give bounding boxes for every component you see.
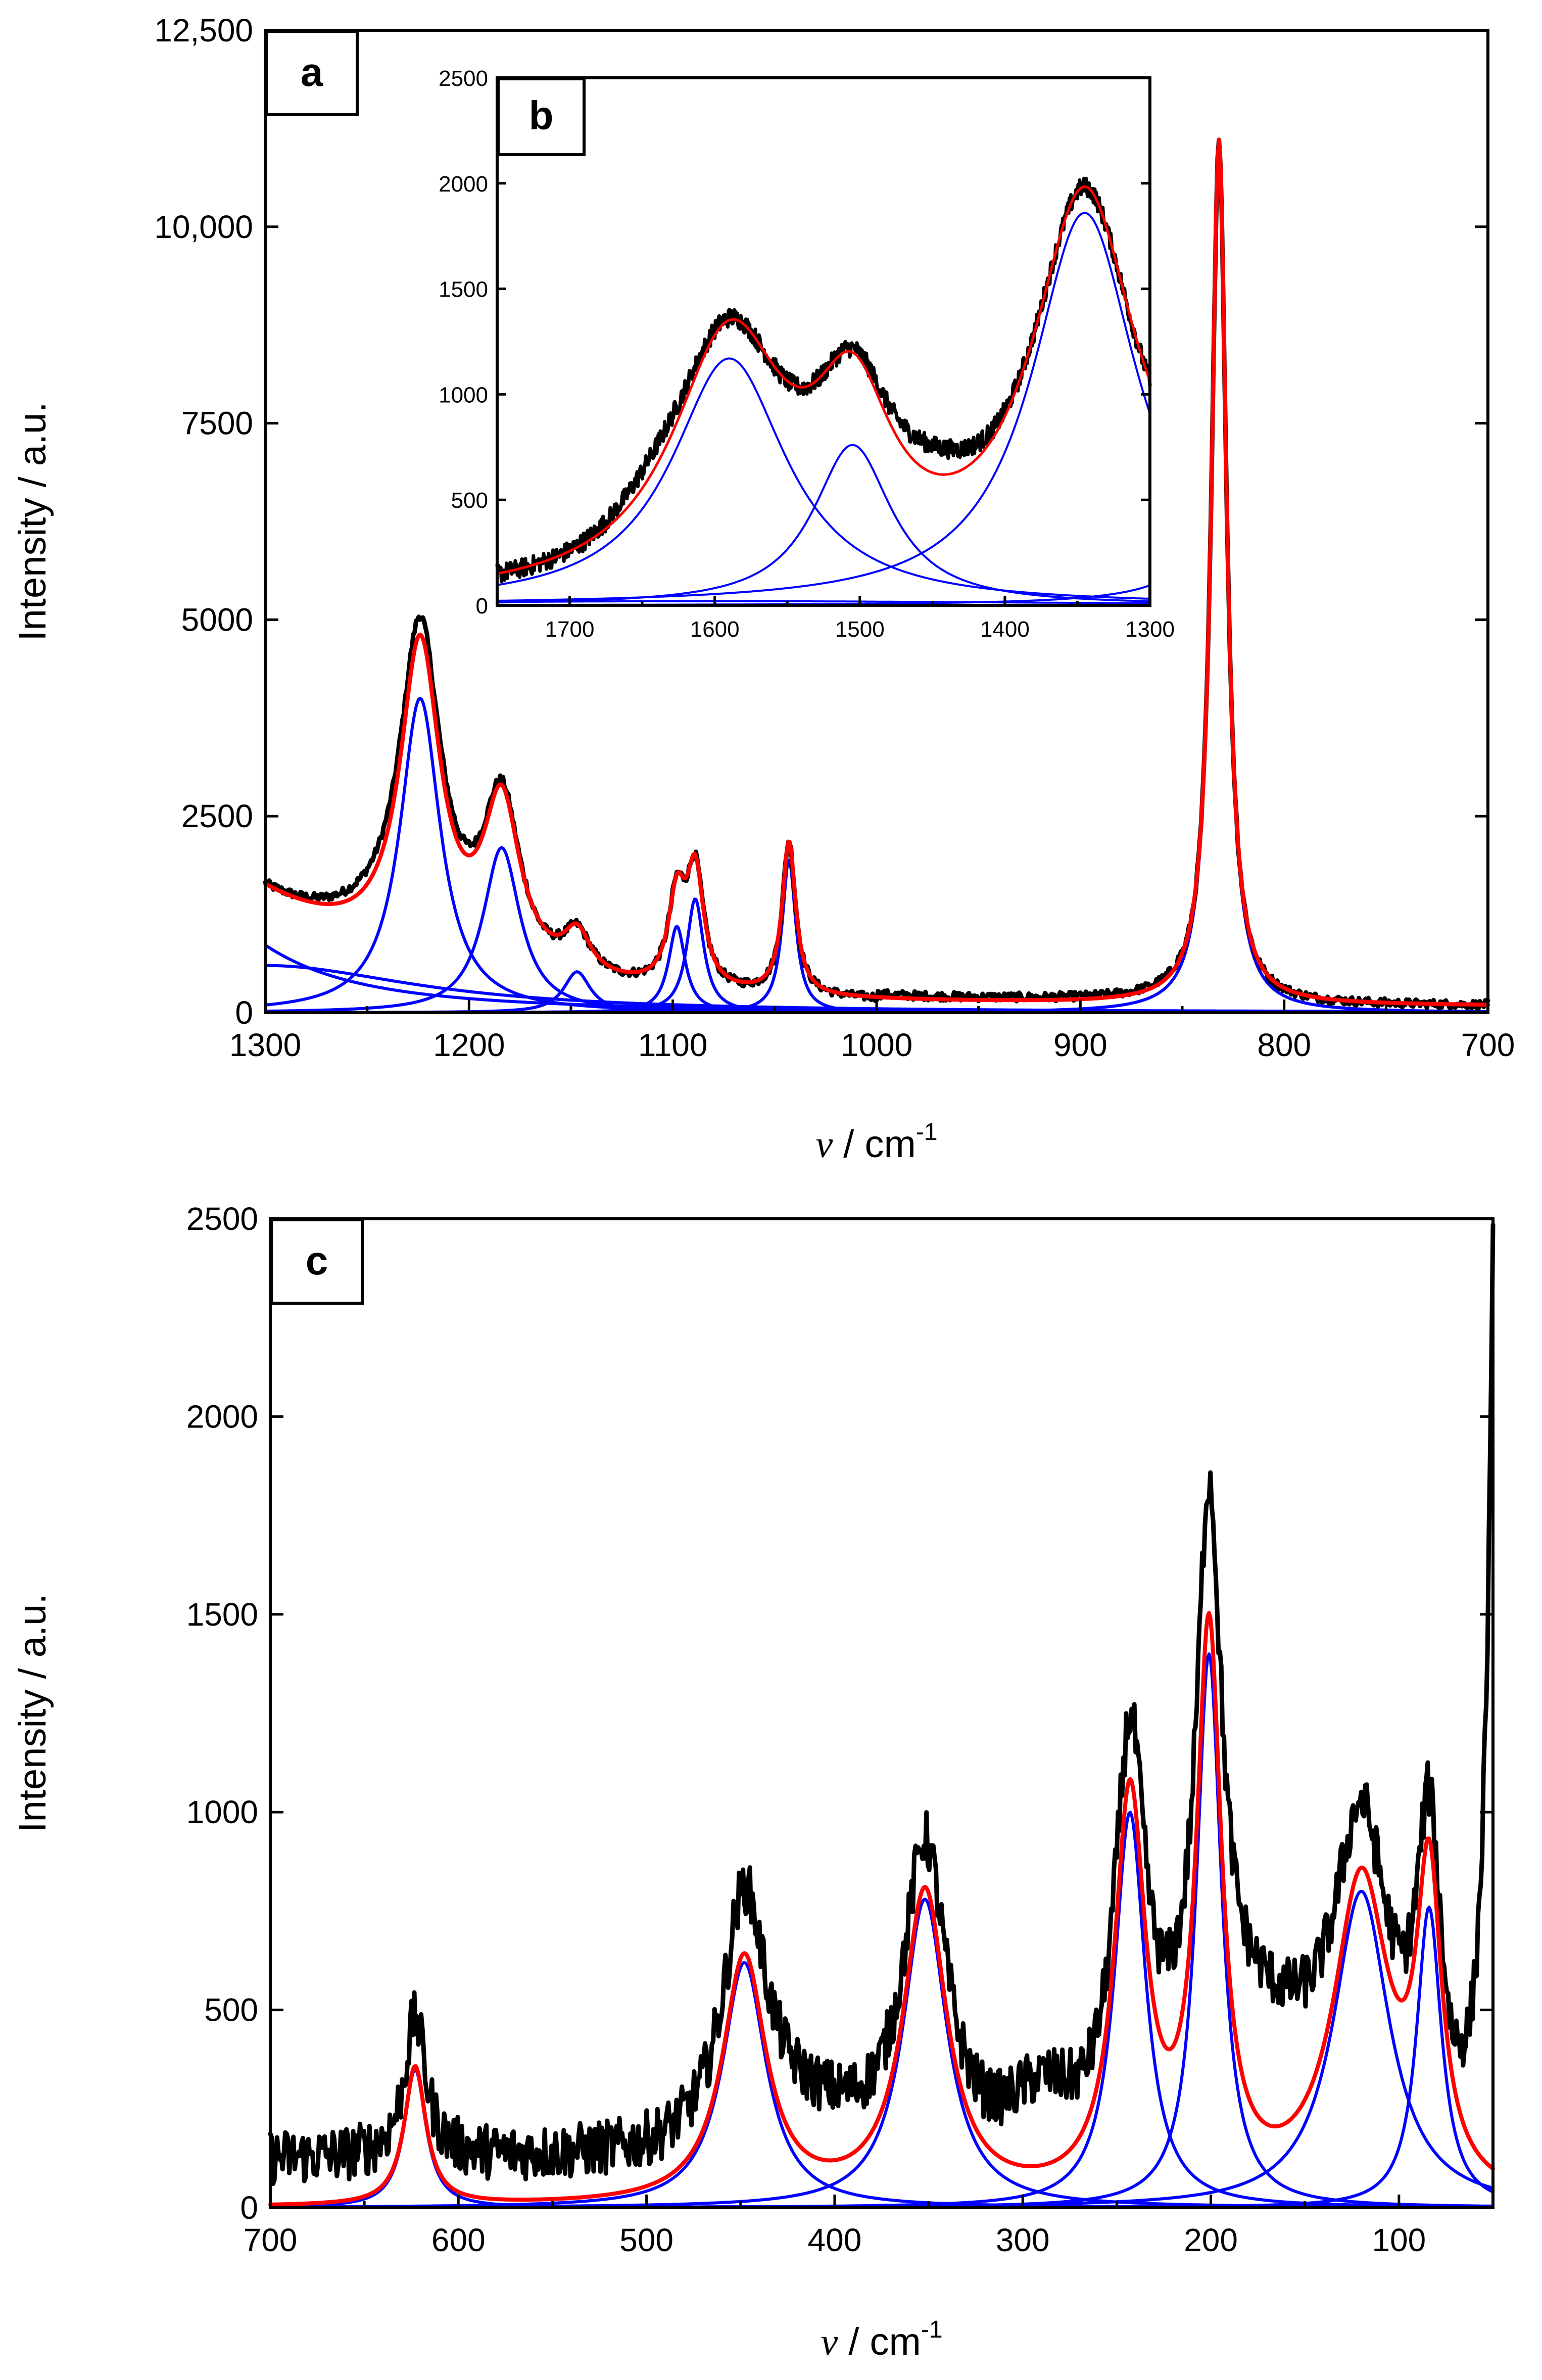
panel-a-component-peak-1 [264,696,1489,1014]
panel-c-y-tick-label-500: 500 [204,1992,258,2028]
panel-a-x-tick-label-700: 700 [1461,1027,1515,1063]
panel-a-x-tick-label-1200: 1200 [433,1027,505,1063]
panel-a-label-box [265,30,359,116]
panel-a-x-axis-unit: / cm [833,1123,916,1166]
panel-b-y-tick-label-500: 500 [451,488,488,513]
panel-a-y-tick-label-5000: 5000 [181,601,253,638]
panel-a-y-axis-title: Intensity / a.u. [11,402,54,641]
panel-c-fitted-sum [268,1611,1495,2207]
panel-c-x-tick-label-300: 300 [996,2222,1050,2258]
panel-b-component-peak-5 [496,600,1151,604]
panel-a-x-axis-symbol: ν [815,1123,833,1166]
panel-b-y-tick-label-0: 0 [476,594,488,618]
panel-b-inset-chart: 1700 1600 1500 1400 1300 0 500 1000 1500 2000 2500… [439,66,1175,642]
panel-c-label-box [270,1218,364,1305]
panel-a-x-tick-label-1300: 1300 [229,1027,301,1063]
panel-b-traces [495,176,1152,606]
panel-b-label-box [497,77,586,156]
panel-a-fitted-sum [263,137,1490,1007]
panel-b-y-tick-label-1500: 1500 [439,277,488,302]
panel-a-x-axis-title: ν / cm-1 [815,1119,937,1166]
panel-b-plot-frame [496,76,1151,607]
panel-a-x-tick-label-1100: 1100 [638,1027,708,1063]
panel-a-x-tick-label-1000: 1000 [841,1027,912,1063]
panel-a-x-axis-exponent: -1 [916,1119,938,1146]
panel-c-plot-frame [269,1217,1495,2209]
panel-b-component-peak-2 [496,444,1151,604]
panel-a-y-tick-label-10,000: 10,000 [154,209,253,245]
panel-b-x-tick-label-1600: 1600 [690,617,740,642]
panel-c-x-tick-label-700: 700 [244,2222,298,2258]
panel-c-y-tick-label-2500: 2500 [186,1201,258,1237]
panel-a-axis-ticks: 1300 1200 1100 1000 900 800 700025005000750010… [154,12,1515,1063]
panel-c-y-tick-label-0: 0 [240,2189,258,2226]
panel-c-traces [268,1222,1496,2209]
panel-b-y-tick-label-1000: 1000 [439,383,488,407]
panel-c-x-tick-label-600: 600 [431,2222,486,2258]
panel-c-x-axis-title: ν / cm-1 [821,2316,942,2363]
panel-c-measured-spectrum [268,1222,1496,2186]
panel-c-x-tick-label-100: 100 [1372,2222,1426,2258]
panel-b-x-tick-label-1500: 1500 [835,617,885,642]
panel-b-x-tick-label-1400: 1400 [980,617,1030,642]
panel-c-x-axis-symbol: ν [821,2321,838,2363]
panel-c-y-tick-label-1500: 1500 [186,1596,258,1633]
panel-a-chart: 1300 1200 1100 1000 900 800 700025005000750010… [11,12,1515,1166]
panel-b-label: b [529,93,554,138]
panel-a-x-tick-label-800: 800 [1257,1027,1311,1063]
panel-b-y-tick-label-2000: 2000 [439,172,488,197]
panel-b-y-tick-label-2500: 2500 [439,66,488,91]
panel-b-x-tick-label-1300: 1300 [1125,617,1175,642]
panel-c-x-tick-label-500: 500 [619,2222,673,2258]
panel-b-axis-ticks: 1700 1600 1500 1400 1300 0 500 1000 1500 2000 2500 [439,66,1175,642]
panel-a-y-tick-label-0: 0 [235,994,253,1031]
panel-a-label: a [301,50,323,94]
panel-b-component-peak-1 [496,357,1151,600]
panel-c-axis-ticks: 700 600 500 400 300 200 1000500100015002000250… [186,1201,1495,2258]
panel-a-y-tick-label-12,500: 12,500 [154,12,253,49]
panel-c-x-axis-exponent: -1 [921,2316,943,2343]
panel-b-x-tick-label-1700: 1700 [545,617,595,642]
panel-c-y-tick-label-2000: 2000 [186,1398,258,1435]
panel-c-x-axis-unit: / cm [838,2320,921,2363]
panel-a-y-tick-label-7500: 7500 [181,405,253,442]
panel-c-y-tick-label-1000: 1000 [186,1794,258,1830]
panel-c-chart: 700 600 500 400 300 200 1000500100015002000250… [11,1201,1496,2363]
panel-c-x-tick-label-200: 200 [1184,2222,1238,2258]
panel-c-x-tick-label-400: 400 [808,2222,862,2258]
panel-c-label: c [306,1238,328,1283]
panel-b-measured-spectrum [495,176,1152,583]
panel-a-x-tick-label-900: 900 [1053,1027,1107,1063]
panel-b-component-peak-3 [496,212,1151,602]
panel-b-fitted-sum [496,185,1151,575]
panel-c-y-axis-title: Intensity / a.u. [11,1593,54,1832]
panel-a-y-tick-label-2500: 2500 [181,798,253,834]
